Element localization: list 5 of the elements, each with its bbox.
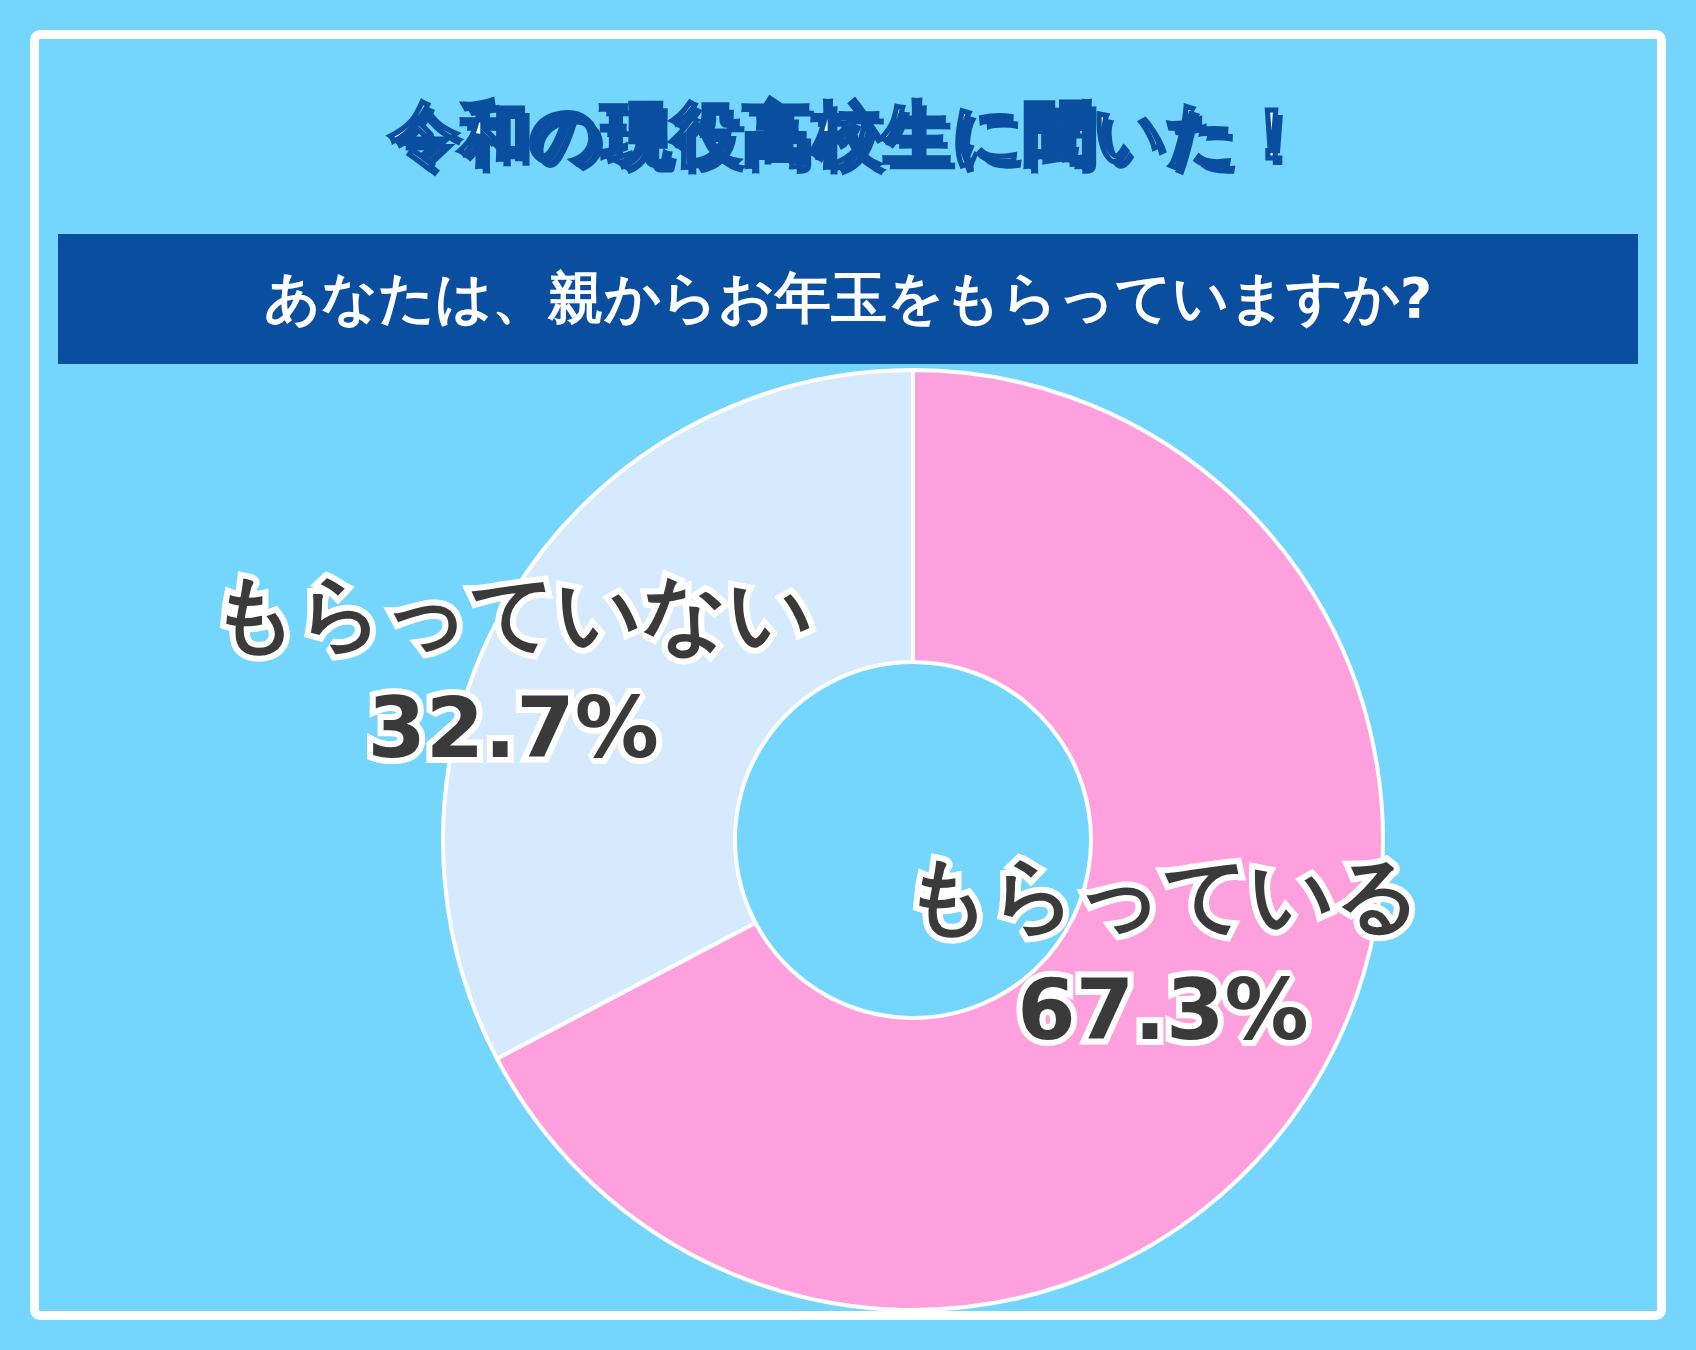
- chart-subtitle: あなたは、親からお年玉をもらっていますか?: [58, 234, 1638, 364]
- slice-label: もらっていない: [212, 564, 815, 663]
- data-label: 32.7%: [367, 679, 659, 778]
- chart-title: 令和の現役高校生に聞いた！: [387, 92, 1308, 177]
- data-label: 67.3%: [1017, 960, 1309, 1059]
